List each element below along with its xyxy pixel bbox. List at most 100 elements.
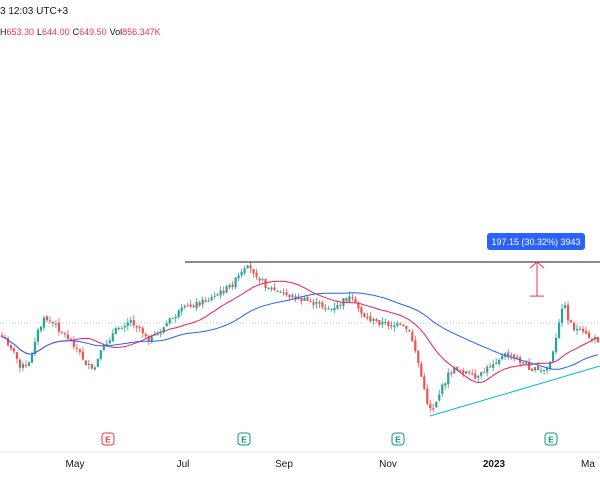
candle-body	[429, 403, 432, 409]
candle-body	[462, 370, 465, 374]
candle	[375, 318, 378, 323]
candle	[578, 326, 582, 331]
event-marker-label: E	[548, 435, 554, 445]
candle-body	[102, 345, 105, 351]
candle-body	[198, 302, 201, 306]
candle-body	[483, 372, 486, 374]
candle-body	[480, 372, 483, 376]
candle-body	[252, 269, 255, 274]
candle-body	[168, 318, 171, 324]
candle	[180, 303, 183, 316]
candle-body	[471, 373, 474, 375]
candle-body	[324, 308, 327, 310]
candle-body	[581, 328, 585, 332]
candle-body	[477, 375, 480, 378]
candle-body	[276, 290, 279, 292]
drawings[interactable]	[185, 261, 600, 417]
candle	[399, 322, 402, 326]
candle-body	[351, 296, 354, 299]
candle-body	[129, 320, 132, 323]
candle	[354, 296, 357, 303]
candle	[450, 370, 453, 378]
candle	[72, 335, 75, 350]
event-marker-icon[interactable]: E	[391, 432, 405, 446]
candle-body	[195, 301, 198, 309]
candle-body	[177, 310, 180, 317]
candle-body	[402, 324, 405, 326]
candle	[384, 318, 387, 326]
candle-body	[563, 305, 567, 309]
candle	[87, 359, 90, 370]
candle-body	[291, 295, 294, 297]
candle	[231, 281, 234, 290]
candle	[480, 371, 483, 379]
x-tick-label: Sep	[275, 459, 293, 470]
ohlc-h-label: H	[0, 27, 7, 37]
candle	[417, 349, 420, 368]
candle	[99, 350, 102, 361]
candle-body	[372, 318, 375, 321]
candle	[183, 304, 186, 310]
candle	[420, 361, 423, 378]
candle	[324, 304, 327, 312]
candle	[168, 317, 171, 326]
candle	[369, 311, 372, 323]
candle	[345, 297, 348, 302]
candle-body	[27, 362, 31, 366]
candle	[225, 284, 228, 294]
candle-body	[21, 364, 25, 368]
candle	[207, 297, 210, 303]
event-marker-icon[interactable]: E	[101, 432, 115, 446]
candle-body	[171, 317, 174, 319]
candle-body	[306, 297, 309, 301]
candle	[366, 313, 369, 321]
candle-body	[348, 296, 351, 302]
candle	[279, 290, 282, 293]
candle	[363, 312, 366, 318]
candle-body	[48, 320, 52, 322]
candle-body	[0, 335, 4, 337]
event-marker-icon[interactable]: E	[237, 432, 251, 446]
candle	[144, 332, 147, 339]
candle-body	[75, 347, 78, 349]
candle	[114, 326, 117, 335]
candle	[516, 354, 519, 359]
candle-body	[270, 287, 273, 290]
candle	[333, 303, 336, 314]
measure-badge[interactable]: 197.15 (30.32%) 3943	[487, 233, 585, 250]
candle-body	[51, 322, 55, 324]
candle-body	[381, 321, 384, 325]
candle	[282, 288, 285, 296]
candle	[63, 331, 66, 338]
event-marker-frame	[237, 432, 251, 446]
candle	[435, 401, 438, 408]
candle-body	[228, 285, 231, 288]
candle	[6, 336, 10, 347]
candle-body	[114, 328, 117, 335]
candle	[75, 343, 78, 353]
event-marker-label: E	[105, 435, 111, 445]
candle	[339, 302, 342, 310]
candle-body	[537, 366, 540, 371]
candle-body	[36, 329, 40, 342]
candle	[569, 319, 573, 323]
candle-body	[345, 297, 348, 302]
candle-body	[165, 323, 168, 327]
candle	[129, 316, 132, 327]
candle-body	[312, 302, 315, 305]
candle	[312, 298, 315, 309]
candle-body	[578, 328, 582, 330]
candle-body	[435, 401, 438, 408]
time-axis: May Jul Sep Nov 2023 Ma	[0, 451, 600, 470]
candle	[441, 383, 444, 398]
candle	[45, 314, 49, 323]
candle-body	[456, 366, 459, 371]
candle	[581, 325, 585, 335]
support-trendline[interactable]	[429, 365, 600, 417]
candle	[462, 367, 465, 378]
candle-body	[378, 319, 381, 326]
event-marker-icon[interactable]: E	[544, 432, 558, 446]
candle-body	[279, 291, 282, 293]
